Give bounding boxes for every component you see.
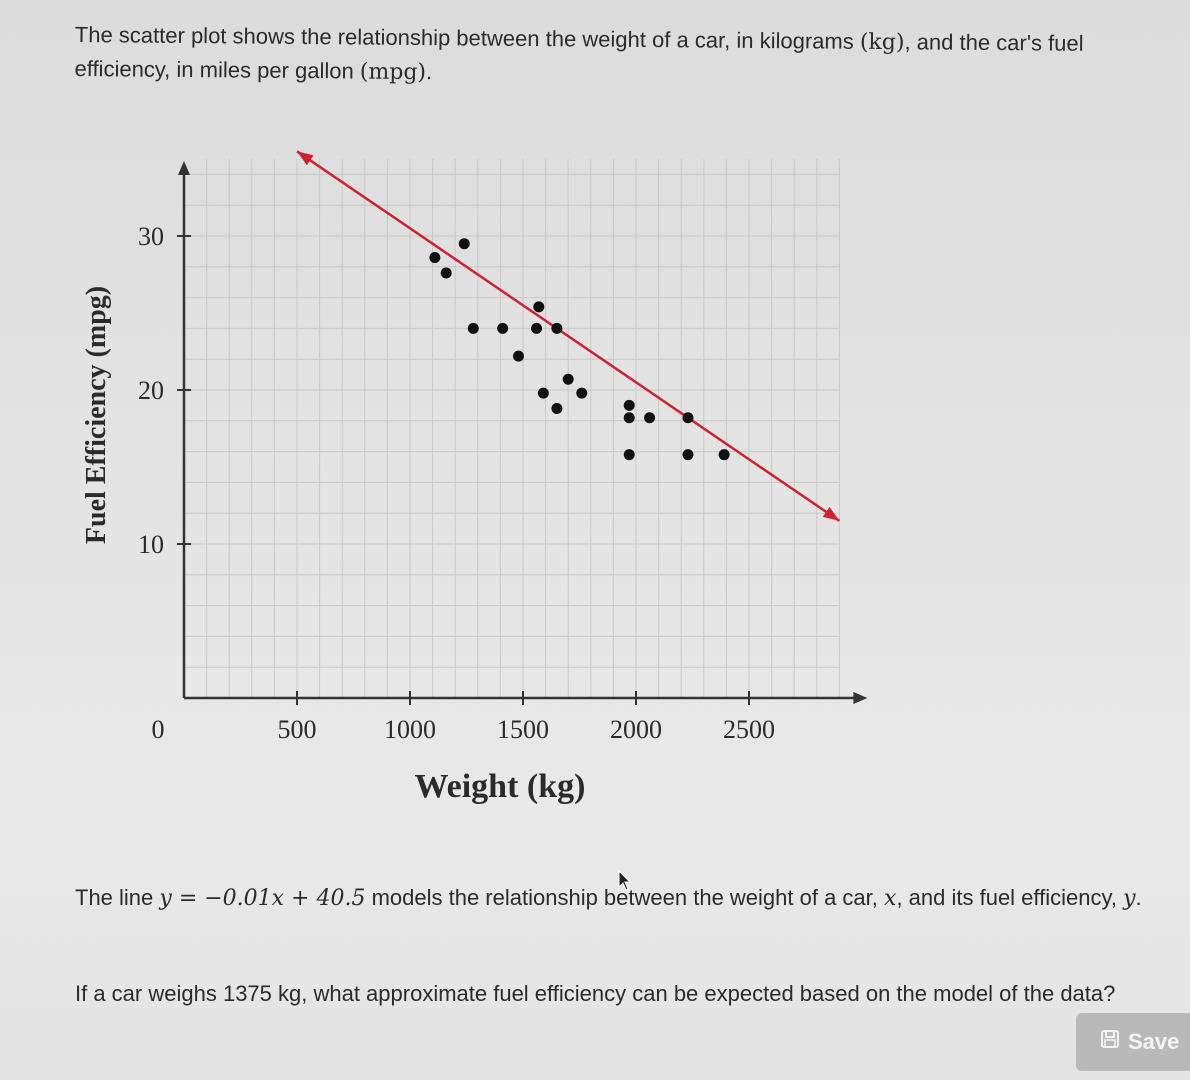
data-point: [531, 322, 543, 334]
data-point: [576, 387, 588, 399]
mouse-cursor-icon: [618, 869, 632, 897]
x-tick-label: 1500: [497, 715, 549, 744]
data-point: [682, 412, 694, 424]
model-description: The line y = −0.01x + 40.5 models the re…: [75, 882, 1165, 915]
model-mid2: , and its fuel efficiency,: [896, 885, 1124, 910]
trend-line-arrow-end-icon: [822, 506, 840, 521]
model-end: .: [1135, 885, 1142, 910]
save-button[interactable]: Save: [1076, 1013, 1190, 1071]
y-tick-label: 30: [138, 222, 164, 251]
y-tick-label: 20: [138, 376, 164, 405]
data-point: [537, 387, 549, 399]
trend-line: [296, 150, 841, 522]
save-icon: [1100, 1029, 1120, 1055]
ticks: 0 500 1000 1500 2000 2500 10 20 30: [138, 222, 775, 744]
x-axis-arrow-icon: [853, 692, 868, 704]
x-tick-label: 0: [152, 715, 165, 744]
model-mid: models the relationship between the weig…: [365, 885, 885, 910]
data-point: [497, 322, 509, 334]
data-point: [533, 301, 545, 313]
x-axis-label: Weight (kg): [415, 768, 586, 805]
y-axis-label: Fuel Efficiency (mpg): [81, 286, 112, 544]
save-button-label: Save: [1128, 1029, 1180, 1054]
intro-text: The scatter plot shows the relationship …: [74, 18, 1145, 95]
x-tick-label: 500: [278, 715, 317, 744]
data-point: [682, 449, 694, 461]
grid: [184, 159, 840, 698]
data-point: [718, 449, 730, 461]
data-point: [562, 373, 574, 385]
data-point: [623, 449, 635, 461]
model-pre: The line: [75, 885, 160, 910]
data-points: [429, 238, 730, 461]
x-tick-label: 2500: [723, 715, 775, 744]
intro-part1: The scatter plot shows the relationship …: [74, 21, 861, 54]
intro-unit-mpg: (mpg): [359, 59, 427, 86]
data-point: [512, 350, 524, 362]
model-var-x: x: [884, 886, 897, 911]
data-point: [623, 399, 635, 411]
data-point: [440, 267, 452, 279]
data-point: [467, 322, 479, 334]
question-text: If a car weighs 1375 kg, what approximat…: [75, 981, 1116, 1006]
x-tick-label: 1000: [384, 715, 436, 744]
intro-unit-kg: (kg): [859, 29, 905, 56]
data-point: [623, 412, 635, 424]
model-var-y: y: [1123, 886, 1136, 911]
data-point: [429, 252, 441, 264]
trend-line-group: [296, 150, 841, 522]
data-point: [644, 412, 656, 424]
data-point: [458, 238, 470, 250]
scatter-chart: 0 500 1000 1500 2000 2500 10 20 30 Fuel Efficien…: [81, 150, 868, 805]
model-equation: y = −0.01x + 40.5: [159, 886, 366, 911]
data-point: [551, 322, 563, 334]
y-tick-label: 10: [138, 530, 164, 559]
data-point: [551, 402, 563, 414]
trend-line-arrow-start-icon: [297, 151, 314, 166]
x-tick-label: 2000: [610, 715, 662, 744]
intro-part3: .: [425, 59, 433, 85]
y-axis-arrow-icon: [178, 161, 190, 175]
